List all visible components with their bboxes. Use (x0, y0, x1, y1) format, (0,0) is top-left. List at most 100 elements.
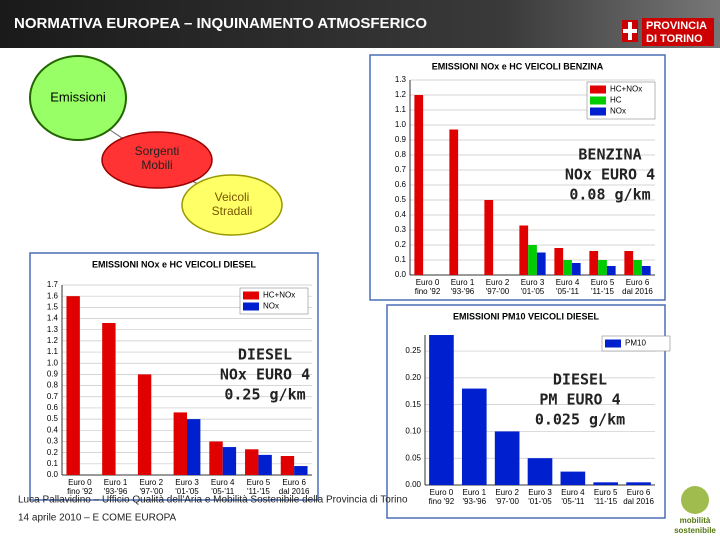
x-tick-label: '11-'15 (594, 497, 617, 506)
chart: EMISSIONI NOx e HC VEICOLI BENZINA 0.0 0.1… (369, 54, 666, 301)
y-tick-label: 1.3 (395, 75, 407, 84)
x-tick-label: Euro 4 (211, 478, 235, 487)
y-tick-label: 0.6 (395, 180, 407, 189)
y-tick-label: 1.5 (47, 302, 59, 311)
y-tick-label: 1.4 (47, 314, 59, 323)
x-tick-label: Euro 5 (591, 278, 615, 287)
y-tick-label: 1.7 (47, 280, 59, 289)
footer-logo: mobilità sostenibile (674, 486, 716, 535)
x-tick-label: '05-'11 (561, 497, 584, 506)
bar (414, 95, 424, 275)
y-tick-label: 0.3 (47, 437, 59, 446)
legend-label: NOx (263, 302, 279, 311)
y-tick-label: 0.9 (395, 135, 407, 144)
y-tick-label: 0.8 (395, 150, 407, 159)
x-tick-label: '11-'15 (591, 287, 614, 296)
x-tick-label: Euro 3 (521, 278, 545, 287)
y-tick-label: 1.6 (47, 291, 59, 300)
chart: EMISSIONI NOx e HC VEICOLI DIESEL 0.0 0.1 0… (29, 252, 319, 501)
legend-label: NOx (610, 107, 626, 116)
logo-cross (623, 29, 637, 33)
chart-title: EMISSIONI NOx e HC VEICOLI BENZINA (432, 61, 604, 71)
y-tick-label: 0.0 (47, 470, 59, 479)
y-tick-label: 0.05 (405, 453, 421, 462)
y-tick-label: 0.5 (395, 195, 407, 204)
x-tick-label: '05-'11 (211, 487, 234, 496)
node-label: Emissioni (50, 89, 106, 104)
x-tick-label: Euro 1 (104, 478, 128, 487)
legend-label: PM10 (625, 339, 646, 348)
x-tick-label: Euro 3 (528, 488, 552, 497)
bar (593, 482, 619, 485)
bar (222, 447, 237, 475)
x-tick-label: Euro 5 (247, 478, 271, 487)
bar (137, 374, 152, 475)
x-tick-label: '93-'96 (104, 487, 128, 496)
bar (563, 260, 572, 275)
node-label: Veicoli (215, 190, 250, 204)
bar (527, 458, 553, 485)
callout-text: 0.25 g/km (224, 386, 305, 404)
bar (624, 251, 634, 275)
x-tick-label: '97-'00 (140, 487, 164, 496)
bar (554, 248, 564, 275)
bar (536, 252, 546, 275)
x-tick-label: dal 2016 (279, 487, 310, 496)
x-tick-label: Euro 0 (68, 478, 92, 487)
footer-logo-text: mobilità (680, 516, 711, 525)
x-tick-label: '93-'96 (463, 497, 487, 506)
x-tick-label: Euro 2 (495, 488, 519, 497)
y-tick-label: 1.3 (47, 325, 59, 334)
logo-box (642, 18, 714, 46)
bar (528, 245, 537, 275)
y-tick-label: 1.2 (395, 90, 407, 99)
node-sorgenti (101, 131, 213, 189)
diagram: Emissioni Sorgenti Mobili Veicoli Strada… (29, 55, 283, 236)
legend-label: HC (610, 96, 622, 105)
node-label: Mobili (141, 158, 172, 172)
y-tick-label: 0.2 (47, 448, 59, 457)
y-tick-label: 0.8 (47, 381, 59, 390)
x-tick-label: Euro 2 (139, 478, 163, 487)
chart: EMISSIONI PM10 VEICOLI DIESEL 0.00 0.05 0.1… (386, 304, 671, 519)
footer-logo-icon (681, 486, 709, 514)
footer-date: 14 aprile 2010 – E COME EUROPA (18, 513, 177, 524)
bar (589, 251, 599, 275)
node-veicoli (181, 174, 283, 236)
slide-title: NORMATIVA EUROPEA – INQUINAMENTO ATMOSFE… (14, 15, 427, 32)
bar (641, 266, 651, 275)
y-tick-label: 0.5 (47, 414, 59, 423)
x-tick-label: dal 2016 (622, 287, 653, 296)
legend-swatch (590, 85, 606, 94)
chart-title: EMISSIONI NOx e HC VEICOLI DIESEL (92, 259, 257, 269)
y-tick-label: 1.0 (47, 358, 59, 367)
footer-logo-text: sostenibile (674, 526, 716, 535)
y-tick-label: 0.00 (405, 480, 421, 489)
bar (494, 431, 520, 485)
bar (429, 335, 454, 485)
y-tick-label: 1.1 (47, 347, 59, 356)
bar (571, 263, 581, 275)
x-tick-label: '01-'05 (528, 497, 552, 506)
callout-text: PM EURO 4 (539, 391, 620, 409)
x-tick-label: fino '92 (67, 487, 93, 496)
callout-text: DIESEL (553, 371, 607, 389)
callout-text: 0.025 g/km (535, 411, 625, 429)
x-tick-label: '01-'05 (521, 287, 545, 296)
bar (294, 466, 308, 475)
bar (187, 419, 201, 475)
y-tick-label: 0.9 (47, 370, 59, 379)
logo-text: DI TORINO (646, 33, 703, 45)
x-tick-label: Euro 0 (416, 278, 440, 287)
y-tick-label: 0.20 (405, 373, 421, 382)
x-tick-label: Euro 5 (594, 488, 618, 497)
bar (245, 449, 259, 475)
x-tick-label: '01-'05 (175, 487, 199, 496)
callout-text: NOx EURO 4 (565, 166, 655, 184)
legend-swatch (590, 107, 606, 116)
x-tick-label: '11-'15 (247, 487, 270, 496)
bar (102, 323, 116, 475)
bar (258, 454, 272, 475)
bar (519, 225, 529, 275)
